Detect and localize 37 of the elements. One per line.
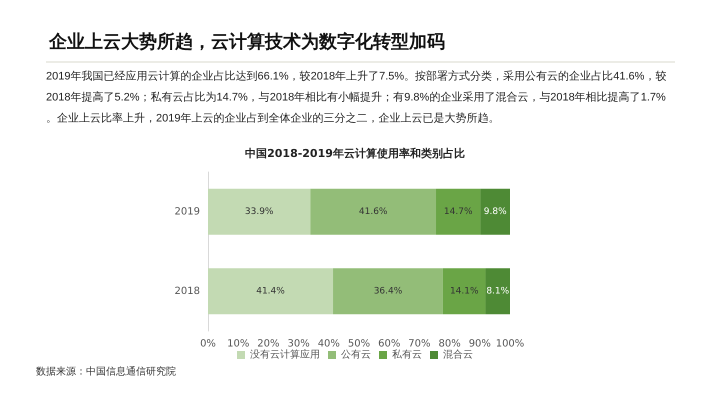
chart-title: 企业上云大势所趋，云计算技术为数字化转型加码 <box>48 32 445 52</box>
bar <box>486 268 510 314</box>
x-tick-label: 20% <box>257 338 280 350</box>
legend-label: 没有云计算应用 <box>250 348 320 360</box>
bar <box>442 268 486 314</box>
x-tick-label: 100% <box>496 338 524 350</box>
source-note: 数据来源：中国信息通信研究院 <box>36 366 176 378</box>
text: 中国2018-2019年云计算使用率和类别占比 <box>245 147 465 160</box>
x-tick-label: 0% <box>200 338 216 350</box>
data-label: 14.1% <box>450 286 479 296</box>
x-tick-label: 30% <box>287 338 310 350</box>
data-label: 33.9% <box>244 206 274 217</box>
x-tick-label: 50% <box>348 338 370 350</box>
bar <box>310 188 436 235</box>
data-label: 9.8% <box>484 206 508 217</box>
data-label: 41.4% <box>256 286 286 296</box>
x-tick-label: 80% <box>438 338 461 350</box>
data-label: 41.6% <box>358 206 388 217</box>
bar <box>333 268 443 314</box>
x-tick-label: 60% <box>378 338 400 350</box>
bar <box>208 188 310 235</box>
x-tick-label: 40% <box>318 338 340 350</box>
bar <box>208 268 334 314</box>
legend-label: 私有云 <box>392 348 422 360</box>
legend-label: 公有云 <box>341 348 371 360</box>
x-tick-label: 10% <box>227 338 250 350</box>
data-label: 8.1% <box>486 286 510 296</box>
bar <box>480 188 510 235</box>
data-label: 36.4% <box>374 286 403 296</box>
bar <box>436 188 480 235</box>
y-tick-label: 2019 <box>174 206 200 218</box>
data-label: 14.7% <box>444 206 473 217</box>
x-tick-label: 90% <box>468 338 491 350</box>
y-tick-label: 2018 <box>174 286 200 297</box>
x-tick-label: 70% <box>408 338 431 350</box>
chart-subtitle: 2019年我国已经应用云计算的企业占比达到66.1%，较2018年上升了7.5%。按部署方式分类，采用公有云的企业占比41.6%，较2018年提高了5.2%；私有云占比为14.7%，与2018年相比有小幅提升；有9.8%的企业采用了混合云，与2018年相比提高了1.7%。企业上云比率上升，2019年上云的企业占到全体企业的三分之二，企业上云已是大势所趋。 <box>46 70 666 124</box>
legend-label: 混合云 <box>443 348 473 360</box>
